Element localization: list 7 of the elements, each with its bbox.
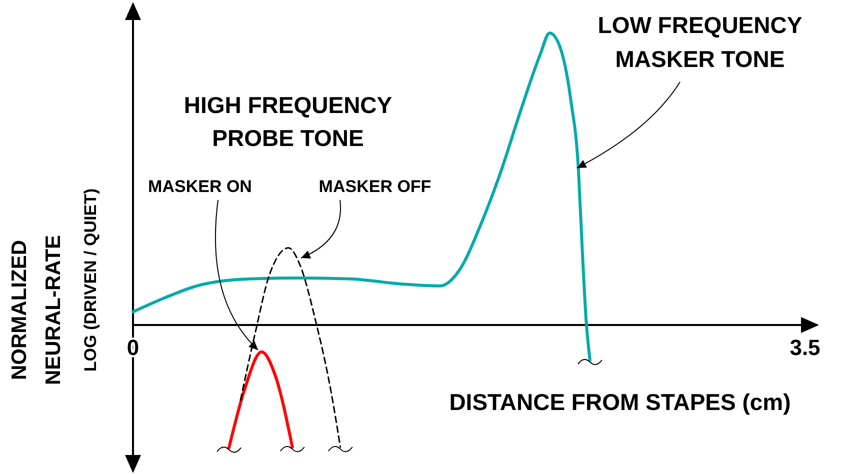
x-axis-title: DISTANCE FROM STAPES (cm) — [449, 389, 791, 415]
y-axis-title: NORMALIZED NEURAL-RATE LOG (DRIVEN / QUIET) — [8, 188, 100, 386]
text: MASKER ON — [148, 177, 252, 196]
series-label: LOW FREQUENCY MASKER TONE — [598, 12, 802, 72]
x-tick-label: 3.5 — [790, 335, 820, 360]
text: MASKER OFF — [318, 177, 432, 196]
annotation: HIGH FREQUENCY PROBE TONE — [184, 92, 392, 151]
